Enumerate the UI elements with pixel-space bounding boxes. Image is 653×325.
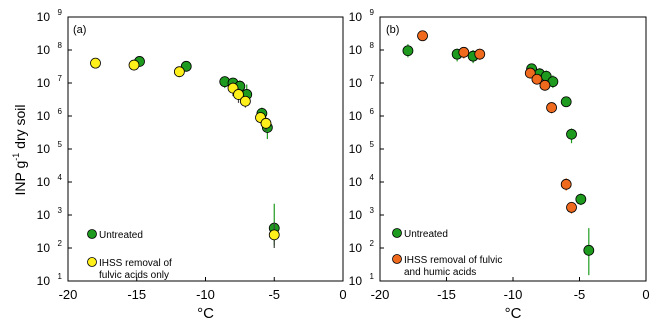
panel-b-y-tick-label-2: 10 3 bbox=[349, 206, 375, 222]
y-axis-title: INP g-1 dry soil bbox=[11, 104, 28, 195]
panel-a-series-1-point-1 bbox=[128, 59, 140, 71]
panel-a-x-ticks: -20 -15 -10 -5 0 bbox=[59, 277, 347, 302]
panel-b-y-tick-label-1: 10 2 bbox=[349, 239, 375, 255]
panel-a-series-1-point-7 bbox=[260, 117, 272, 129]
panel-a-plot-frame bbox=[67, 16, 344, 282]
panel-b-series-0 bbox=[402, 44, 595, 276]
panel-b-y-tick-label-5: 10 6 bbox=[349, 107, 375, 123]
panel-b-series-1 bbox=[417, 30, 577, 214]
panel-a-x-tick-label-0: -20 bbox=[59, 287, 78, 302]
panel-b-y-tick-label-7: 10 8 bbox=[349, 41, 375, 57]
panel-b-plot-frame bbox=[379, 16, 647, 282]
panel-b-legend-label-treated-line2: and humic acids bbox=[404, 267, 476, 278]
panel-b-series-1-point-3 bbox=[524, 67, 536, 79]
panel-b-series-0-point-0 bbox=[402, 45, 414, 57]
panel-a-y-tick-label-7: 10 8 bbox=[37, 41, 63, 57]
panel-a-legend-label-untreated: Untreated bbox=[99, 230, 143, 241]
panel-a-legend: Untreated IHSS removal of fulvic acids o… bbox=[87, 229, 175, 281]
panel-a-x-tick-label-1: -15 bbox=[127, 287, 146, 302]
panel-b-y-tick-label-3: 10 4 bbox=[349, 173, 375, 189]
panel-a-y-tick-label-8: 10 9 bbox=[37, 8, 63, 24]
panel-a-series-1-point-4 bbox=[233, 89, 244, 100]
panel-b-series-1-point-4 bbox=[531, 73, 543, 85]
panel-a-y-tick-label-1: 10 2 bbox=[37, 239, 63, 255]
panel-b-series-layer bbox=[402, 30, 595, 276]
panel-b-legend-marker-untreated bbox=[392, 228, 402, 238]
y-axis-title-main: INP g bbox=[12, 161, 28, 196]
panel-b-x-tick-label-0: -20 bbox=[371, 287, 390, 302]
panel-b-x-tick-label-4: 0 bbox=[642, 287, 649, 302]
panel-a-series-layer bbox=[90, 56, 280, 248]
panel-b-series-1-point-7 bbox=[560, 178, 572, 190]
panel-a-series-1 bbox=[90, 57, 280, 248]
panel-b-y-tick-label-8: 10 9 bbox=[349, 8, 375, 24]
panel-b-series-0-point-8 bbox=[566, 128, 577, 140]
panel-a-series-1-point-0 bbox=[90, 57, 101, 69]
panel-a-legend-label-treated-line1: IHSS removal of bbox=[99, 258, 172, 269]
panel-a-legend-label-treated-line2: fulvic acids only bbox=[99, 270, 169, 281]
panel-b-series-1-point-0 bbox=[417, 30, 428, 42]
panel-a-series-1-point-5 bbox=[239, 95, 251, 107]
panel-a-legend-marker-treated bbox=[87, 257, 97, 267]
panel-a-x-tick-label-3: -5 bbox=[268, 287, 280, 302]
panel-b-legend-label-treated: IHSS removal of fulvic and humic acids bbox=[404, 255, 505, 278]
panel-b-legend-label-untreated: Untreated bbox=[404, 229, 448, 240]
panel-b-label: (b) bbox=[386, 24, 399, 36]
panel-a-y-tick-label-2: 10 3 bbox=[37, 206, 63, 222]
panel-b-legend: Untreated IHSS removal of fulvic and hum… bbox=[392, 228, 505, 278]
panel-b-series-1-point-1 bbox=[458, 46, 470, 58]
panel-b-y-tick-label-0: 10 1 bbox=[349, 272, 375, 288]
panel-a-label: (a) bbox=[73, 24, 86, 36]
panel-b-x-tick-label-1: -15 bbox=[437, 287, 456, 302]
y-axis-title-exponent: -1 bbox=[11, 153, 21, 161]
panel-a-legend-label-treated: IHSS removal of fulvic acids only bbox=[99, 258, 175, 281]
panel-b-series-1-point-5 bbox=[539, 79, 551, 91]
panel-b-x-tick-label-3: -5 bbox=[574, 287, 586, 302]
panel-b-series-0-point-10 bbox=[583, 244, 595, 256]
y-axis-title-rest: dry soil bbox=[12, 104, 28, 152]
panel-a-y-tick-label-5: 10 6 bbox=[37, 107, 63, 123]
panel-b-series-1-point-8 bbox=[566, 201, 577, 213]
panel-b-x-tick-label-2: -10 bbox=[504, 287, 523, 302]
panel-b-series-1-point-6 bbox=[546, 102, 557, 113]
panel-a-y-tick-label-0: 10 1 bbox=[37, 272, 63, 288]
panel-b-y-tick-label-6: 10 7 bbox=[349, 74, 375, 90]
panel-b-series-0-point-7 bbox=[560, 96, 572, 108]
panel-b-x-axis-title: °C bbox=[505, 305, 522, 322]
panel-a-legend-marker-untreated bbox=[87, 229, 97, 239]
panel-a-y-tick-label-4: 10 5 bbox=[37, 140, 63, 156]
panel-b-y-tick-label-4: 10 5 bbox=[349, 140, 375, 156]
panel-b-legend-label-treated-line1: IHSS removal of fulvic bbox=[404, 255, 502, 266]
panel-b-series-1-point-2 bbox=[474, 48, 486, 60]
panel-a-series-1-point-8 bbox=[268, 229, 280, 241]
panel-a-x-axis-title: °C bbox=[197, 305, 214, 322]
panel-b-series-0-point-9 bbox=[575, 193, 587, 205]
panel-a-series-0 bbox=[134, 56, 280, 246]
panel-a-series-1-point-2 bbox=[173, 66, 185, 78]
panel-b-x-ticks: -20 -15 -10 -5 0 bbox=[371, 277, 650, 302]
panel-a-x-tick-label-4: 0 bbox=[339, 287, 346, 302]
panel-a-y-tick-label-3: 10 4 bbox=[37, 173, 63, 189]
panel-b-legend-marker-treated bbox=[392, 254, 402, 264]
panel-a-y-tick-label-6: 10 7 bbox=[37, 74, 63, 90]
panel-a-x-tick-label-2: -10 bbox=[196, 287, 215, 302]
